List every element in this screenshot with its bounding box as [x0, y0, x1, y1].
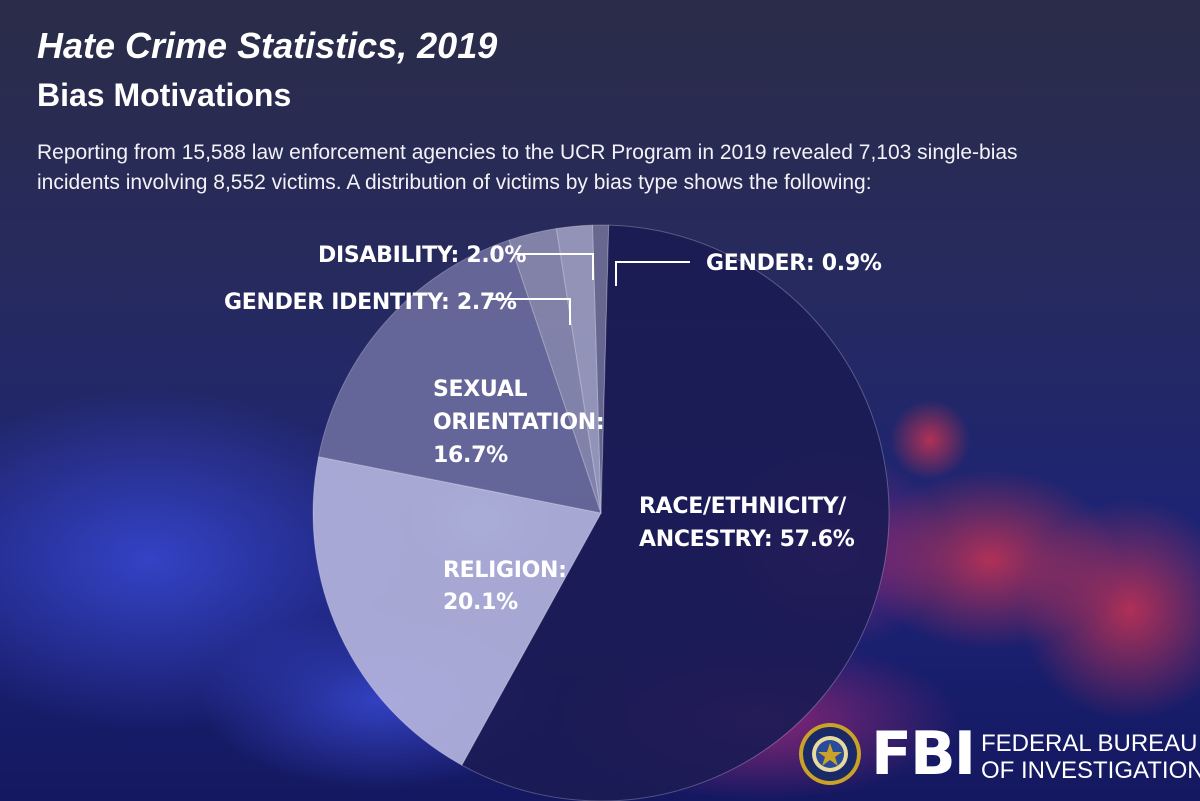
chart-title: Hate Crime Statistics, 2019	[37, 25, 498, 66]
slice-label-sexual-orientation-line: SEXUAL	[433, 377, 528, 402]
leader-line-disability	[516, 253, 594, 280]
fbi-seal-icon	[799, 723, 861, 785]
fbi-logo: FBI FEDERAL BUREAU OF INVESTIGATION	[798, 719, 1200, 789]
pie-slice	[555, 224, 602, 514]
intro-line: incidents involving 8,552 victims. A dis…	[37, 171, 872, 194]
agency-name-line: OF INVESTIGATION	[981, 757, 1200, 784]
agency-name-line: FEDERAL BUREAU	[981, 730, 1198, 757]
slice-label-disability: DISABILITY: 2.0%	[318, 243, 526, 268]
chart-subtitle: Bias Motivations	[37, 77, 292, 113]
fbi-letters: FBI	[871, 719, 976, 789]
slice-label-gender-identity: GENDER IDENTITY: 2.7%	[224, 290, 517, 315]
pie-slices	[312, 224, 890, 801]
pie-slice	[591, 224, 610, 514]
intro-line: Reporting from 15,588 law enforcement ag…	[37, 141, 1018, 164]
pie-slice	[312, 456, 602, 766]
slice-label-race-line: RACE/ETHNICITY/	[639, 494, 847, 519]
intro-text: Reporting from 15,588 law enforcement ag…	[37, 138, 1037, 198]
slice-label-race-line: ANCESTRY: 57.6%	[639, 527, 855, 552]
slice-label-sexual-orientation-line: 16.7%	[433, 443, 508, 468]
bokeh-light	[890, 400, 970, 480]
pie-slice	[317, 239, 602, 514]
leader-line-gender	[615, 261, 690, 286]
slice-label-sexual-orientation-line: ORIENTATION:	[433, 410, 604, 435]
leader-line-gender-identity	[490, 298, 571, 325]
slice-label-gender: GENDER: 0.9%	[706, 251, 882, 276]
slice-label-religion-line: RELIGION:	[443, 558, 567, 583]
bokeh-light	[1020, 500, 1200, 720]
slice-label-religion-line: 20.1%	[443, 590, 518, 615]
agency-name: FEDERAL BUREAU OF INVESTIGATION	[981, 730, 1200, 784]
